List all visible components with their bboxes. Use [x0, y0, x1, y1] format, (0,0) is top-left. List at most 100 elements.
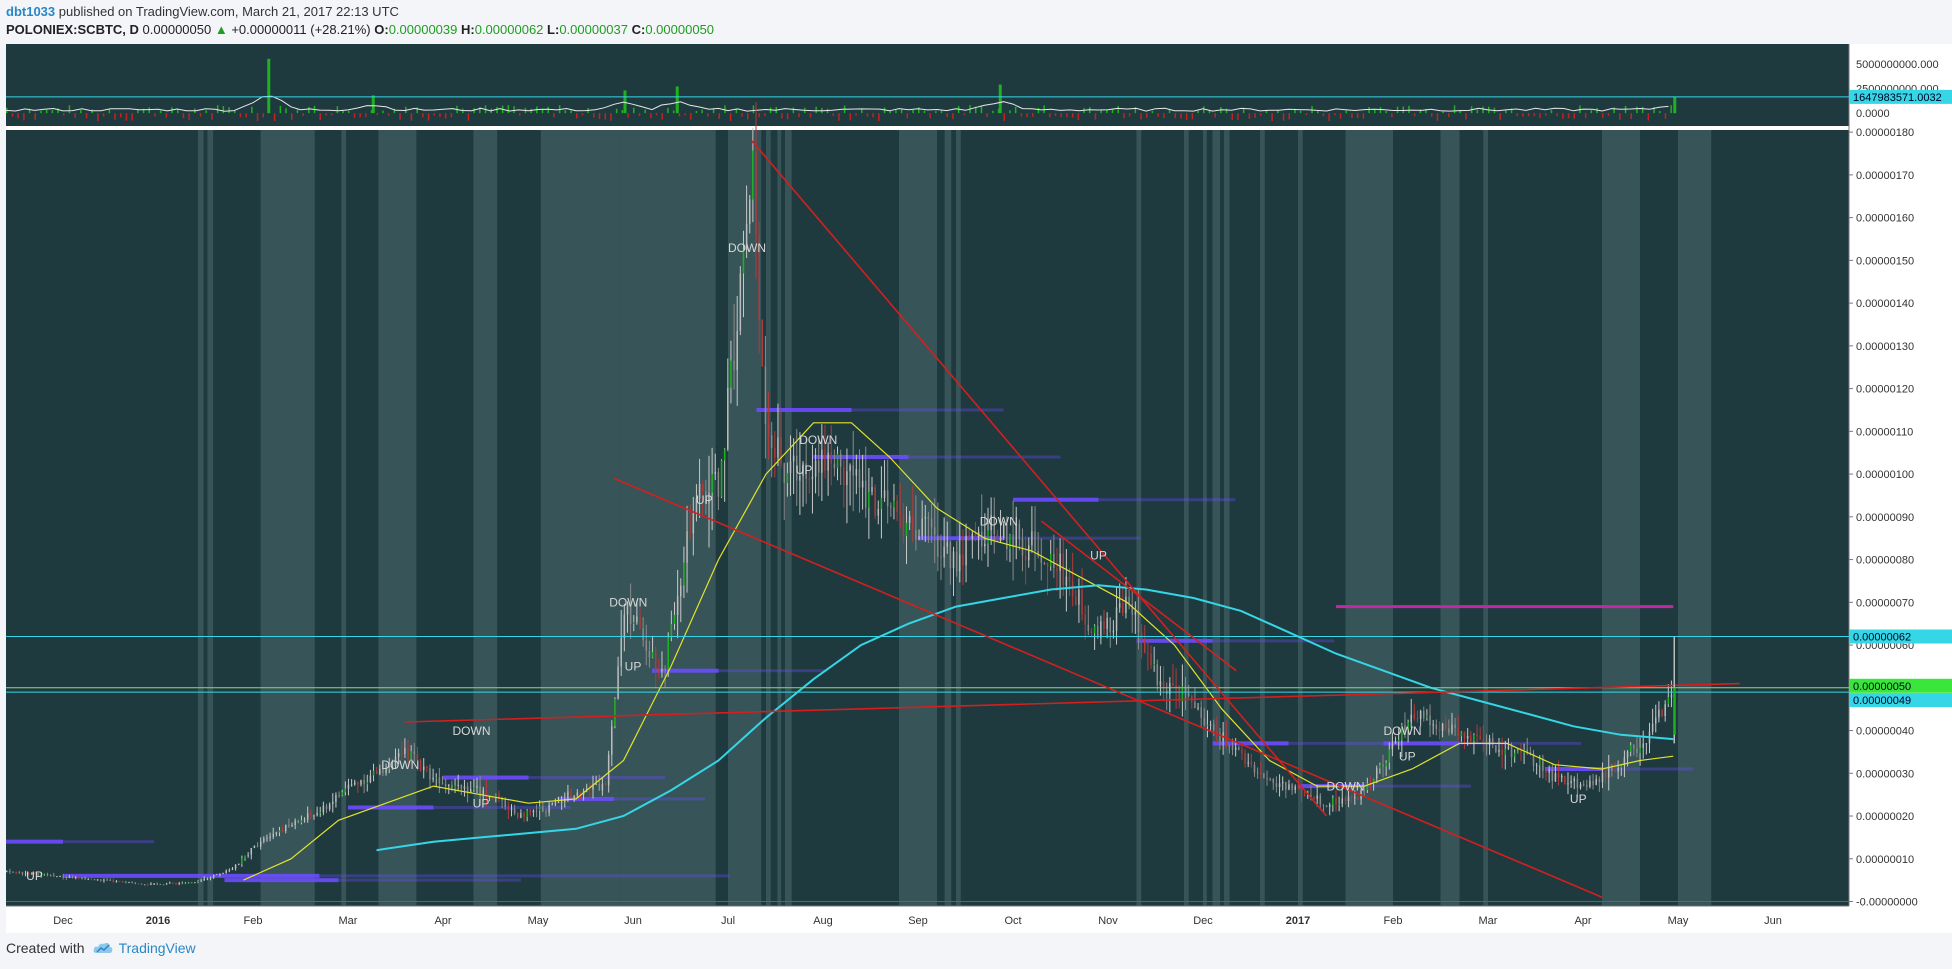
candle-body: [137, 883, 140, 885]
candle-body: [397, 753, 400, 758]
candle-body: [1307, 794, 1309, 796]
candle-body: [194, 882, 196, 884]
volume-bar: [1664, 113, 1667, 119]
price-chart[interactable]: 0.00000180 0.00000170 0.00000160 0.00000150…: [5, 44, 1952, 933]
candle-body: [1028, 545, 1030, 561]
candle-body: [642, 628, 644, 641]
open-label: O:: [374, 22, 389, 37]
volume-bar: [1562, 113, 1564, 119]
volume-bar: [342, 110, 344, 114]
x-tick-label: 2017: [1286, 915, 1310, 927]
volume-bar: [273, 113, 276, 122]
volume-bar: [473, 108, 475, 114]
volume-bar: [507, 105, 510, 114]
volume-bar: [997, 108, 1000, 114]
candle-body: [1344, 798, 1347, 801]
x-tick-label: Feb: [1384, 915, 1403, 927]
session-band: [1212, 130, 1221, 906]
candle-body: [1316, 795, 1318, 800]
session-band: [956, 130, 961, 906]
x-tick-label: Aug: [813, 915, 833, 927]
volume-bar: [1516, 113, 1518, 117]
candle-body: [1582, 784, 1585, 786]
candle-body: [626, 603, 629, 615]
volume-bar: [251, 106, 253, 114]
volume-bar: [1060, 113, 1062, 118]
candle-body: [510, 808, 513, 811]
candle-body: [1040, 555, 1043, 563]
candle-body: [570, 791, 572, 797]
volume-bar: [1260, 113, 1262, 116]
candle-body: [780, 437, 782, 464]
candle-body: [1589, 780, 1591, 787]
sma-long-line: [376, 584, 1674, 852]
candle-body: [1510, 746, 1513, 757]
volume-bar: [935, 111, 937, 114]
volume-bar: [815, 106, 817, 114]
candle-body: [1266, 778, 1268, 780]
candle-body: [1520, 750, 1522, 753]
volume-profile-tail: [1098, 498, 1236, 502]
volume-bar: [1180, 113, 1182, 119]
candle-body: [824, 449, 826, 471]
chart-container[interactable]: 0.00000180 0.00000170 0.00000160 0.00000150…: [5, 44, 1952, 933]
candle-body: [883, 490, 886, 498]
candle-body: [96, 879, 99, 881]
candle-body: [761, 319, 764, 367]
volume-bar: [832, 113, 834, 117]
volume-bar: [633, 107, 635, 114]
tradingview-link[interactable]: TradingView: [93, 940, 196, 956]
volume-bar: [1049, 113, 1051, 118]
candle-body: [200, 880, 202, 882]
candle-body: [347, 784, 350, 789]
volume-bar: [1299, 110, 1302, 114]
candle-body: [1614, 771, 1616, 773]
volume-profile-bar: [63, 873, 320, 878]
candle-body: [169, 882, 171, 884]
candle-body: [272, 833, 274, 837]
volume-bar: [1647, 113, 1650, 121]
volume-bar: [1242, 107, 1245, 114]
volume-bar: [148, 107, 150, 114]
volume-bar: [51, 110, 54, 114]
candle-body: [46, 874, 49, 876]
candle-body: [551, 803, 553, 806]
candle-body: [1460, 732, 1463, 737]
volume-bar: [1659, 111, 1661, 114]
candle-body: [520, 813, 522, 818]
low-label: L:: [547, 22, 560, 37]
x-tick-label: Mar: [339, 915, 358, 927]
last-candle-body: [1673, 687, 1676, 735]
volume-bar: [348, 110, 350, 114]
volume-bar: [627, 113, 629, 118]
candle-body: [705, 491, 707, 504]
volume-bar: [285, 108, 287, 114]
volume-bar: [1225, 108, 1228, 114]
candle-body: [1407, 722, 1409, 731]
candle-body: [1350, 796, 1353, 799]
candle-body: [1285, 782, 1287, 790]
candle-body: [375, 770, 378, 775]
candle-body: [1419, 711, 1422, 719]
volume-bar: [108, 109, 111, 114]
volume-bar: [177, 109, 179, 114]
session-band: [207, 130, 214, 906]
candle-body: [517, 813, 519, 818]
candle-body: [1049, 553, 1052, 567]
candle-body: [476, 785, 478, 788]
candle-body: [661, 669, 663, 672]
volume-bar: [1425, 109, 1427, 114]
candle-body: [140, 883, 143, 885]
author-link[interactable]: dbt1033: [6, 4, 56, 19]
volume-profile-bar: [1013, 497, 1099, 502]
candle-body: [37, 873, 39, 876]
candle-body: [150, 883, 152, 885]
candle-body: [153, 883, 155, 885]
volume-bar: [1254, 113, 1256, 118]
candle-body: [827, 452, 829, 471]
volume-bar: [1191, 113, 1194, 120]
candle-body: [482, 789, 485, 796]
candle-body: [134, 882, 137, 884]
candle-body: [943, 546, 945, 558]
candle-body: [532, 810, 535, 813]
